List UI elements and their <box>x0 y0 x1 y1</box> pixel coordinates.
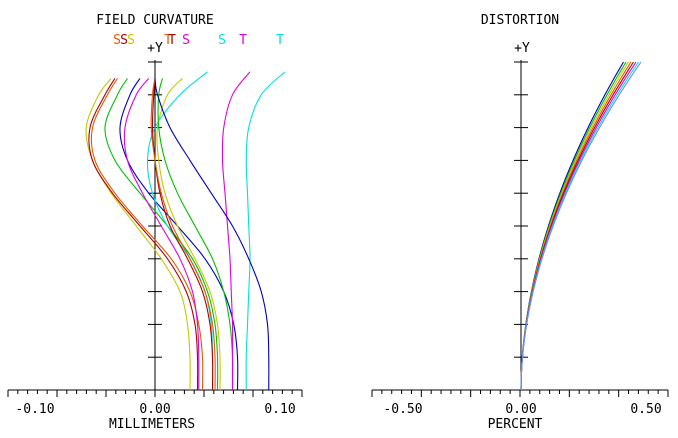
fc-xtick-1: 0.00 <box>139 402 170 417</box>
fc-legend-entry: S <box>218 33 226 48</box>
fc-curve-3 <box>104 78 219 391</box>
ds-curve-5 <box>520 61 637 391</box>
fc-legend-entry: T <box>239 33 247 48</box>
ds-xtick-1: 0.00 <box>505 402 536 417</box>
fc-curve-10 <box>157 78 234 391</box>
field-curvature-y-label: +Y <box>147 41 163 56</box>
fc-legend-entry: T <box>164 33 172 48</box>
ds-curve-3 <box>520 61 632 391</box>
fc-legend-entry: T <box>276 33 284 48</box>
distortion-x-label: PERCENT <box>488 417 543 432</box>
ds-curve-6 <box>520 61 639 391</box>
fc-legend-entry: S <box>113 33 121 48</box>
field-curvature-x-label: MILLIMETERS <box>109 417 195 432</box>
ds-curve-1 <box>520 61 627 391</box>
fc-xtick-2: 0.10 <box>264 402 295 417</box>
fc-curve-13 <box>154 78 270 391</box>
field-curvature-axes <box>7 60 303 397</box>
fc-legend-entry: S <box>182 33 190 48</box>
ds-curve-7 <box>520 61 642 391</box>
ds-curve-4 <box>520 61 634 391</box>
fc-curve-12 <box>245 71 286 391</box>
ds-xtick-2: 0.50 <box>630 402 661 417</box>
distortion-chart: DISTORTION +Y -0.50 0.00 0.50 PERCENT <box>371 13 669 432</box>
distortion-curves <box>520 61 642 391</box>
fc-curve-8 <box>150 78 216 391</box>
fc-curve-5 <box>123 78 200 391</box>
field-curvature-chart: FIELD CURVATURE S S S TT S S T T +Y -0.10 0.00 … <box>7 13 303 432</box>
fc-xtick-0: -0.10 <box>15 402 54 417</box>
distortion-axes <box>371 60 669 397</box>
fc-curve-0 <box>85 78 191 391</box>
distortion-title: DISTORTION <box>481 13 559 28</box>
fc-curve-2 <box>90 78 204 391</box>
ds-curve-0 <box>520 61 624 391</box>
fc-legend-entry: T <box>168 33 176 48</box>
fc-curve-4 <box>119 78 239 391</box>
fc-curve-9 <box>156 78 221 391</box>
field-curvature-curves <box>85 71 286 391</box>
field-curvature-legend: S S S TT S S T T <box>113 33 284 48</box>
fc-curve-7 <box>151 78 214 391</box>
field-curvature-title: FIELD CURVATURE <box>96 13 213 28</box>
fc-curve-6 <box>146 71 214 391</box>
fc-curve-1 <box>88 78 199 391</box>
fc-legend-entry: S <box>127 33 135 48</box>
fc-curve-11 <box>221 71 251 390</box>
distortion-y-label: +Y <box>514 41 530 56</box>
fc-legend-entry: S <box>120 33 128 48</box>
ds-curve-2 <box>520 61 629 391</box>
ds-xtick-0: -0.50 <box>383 402 422 417</box>
